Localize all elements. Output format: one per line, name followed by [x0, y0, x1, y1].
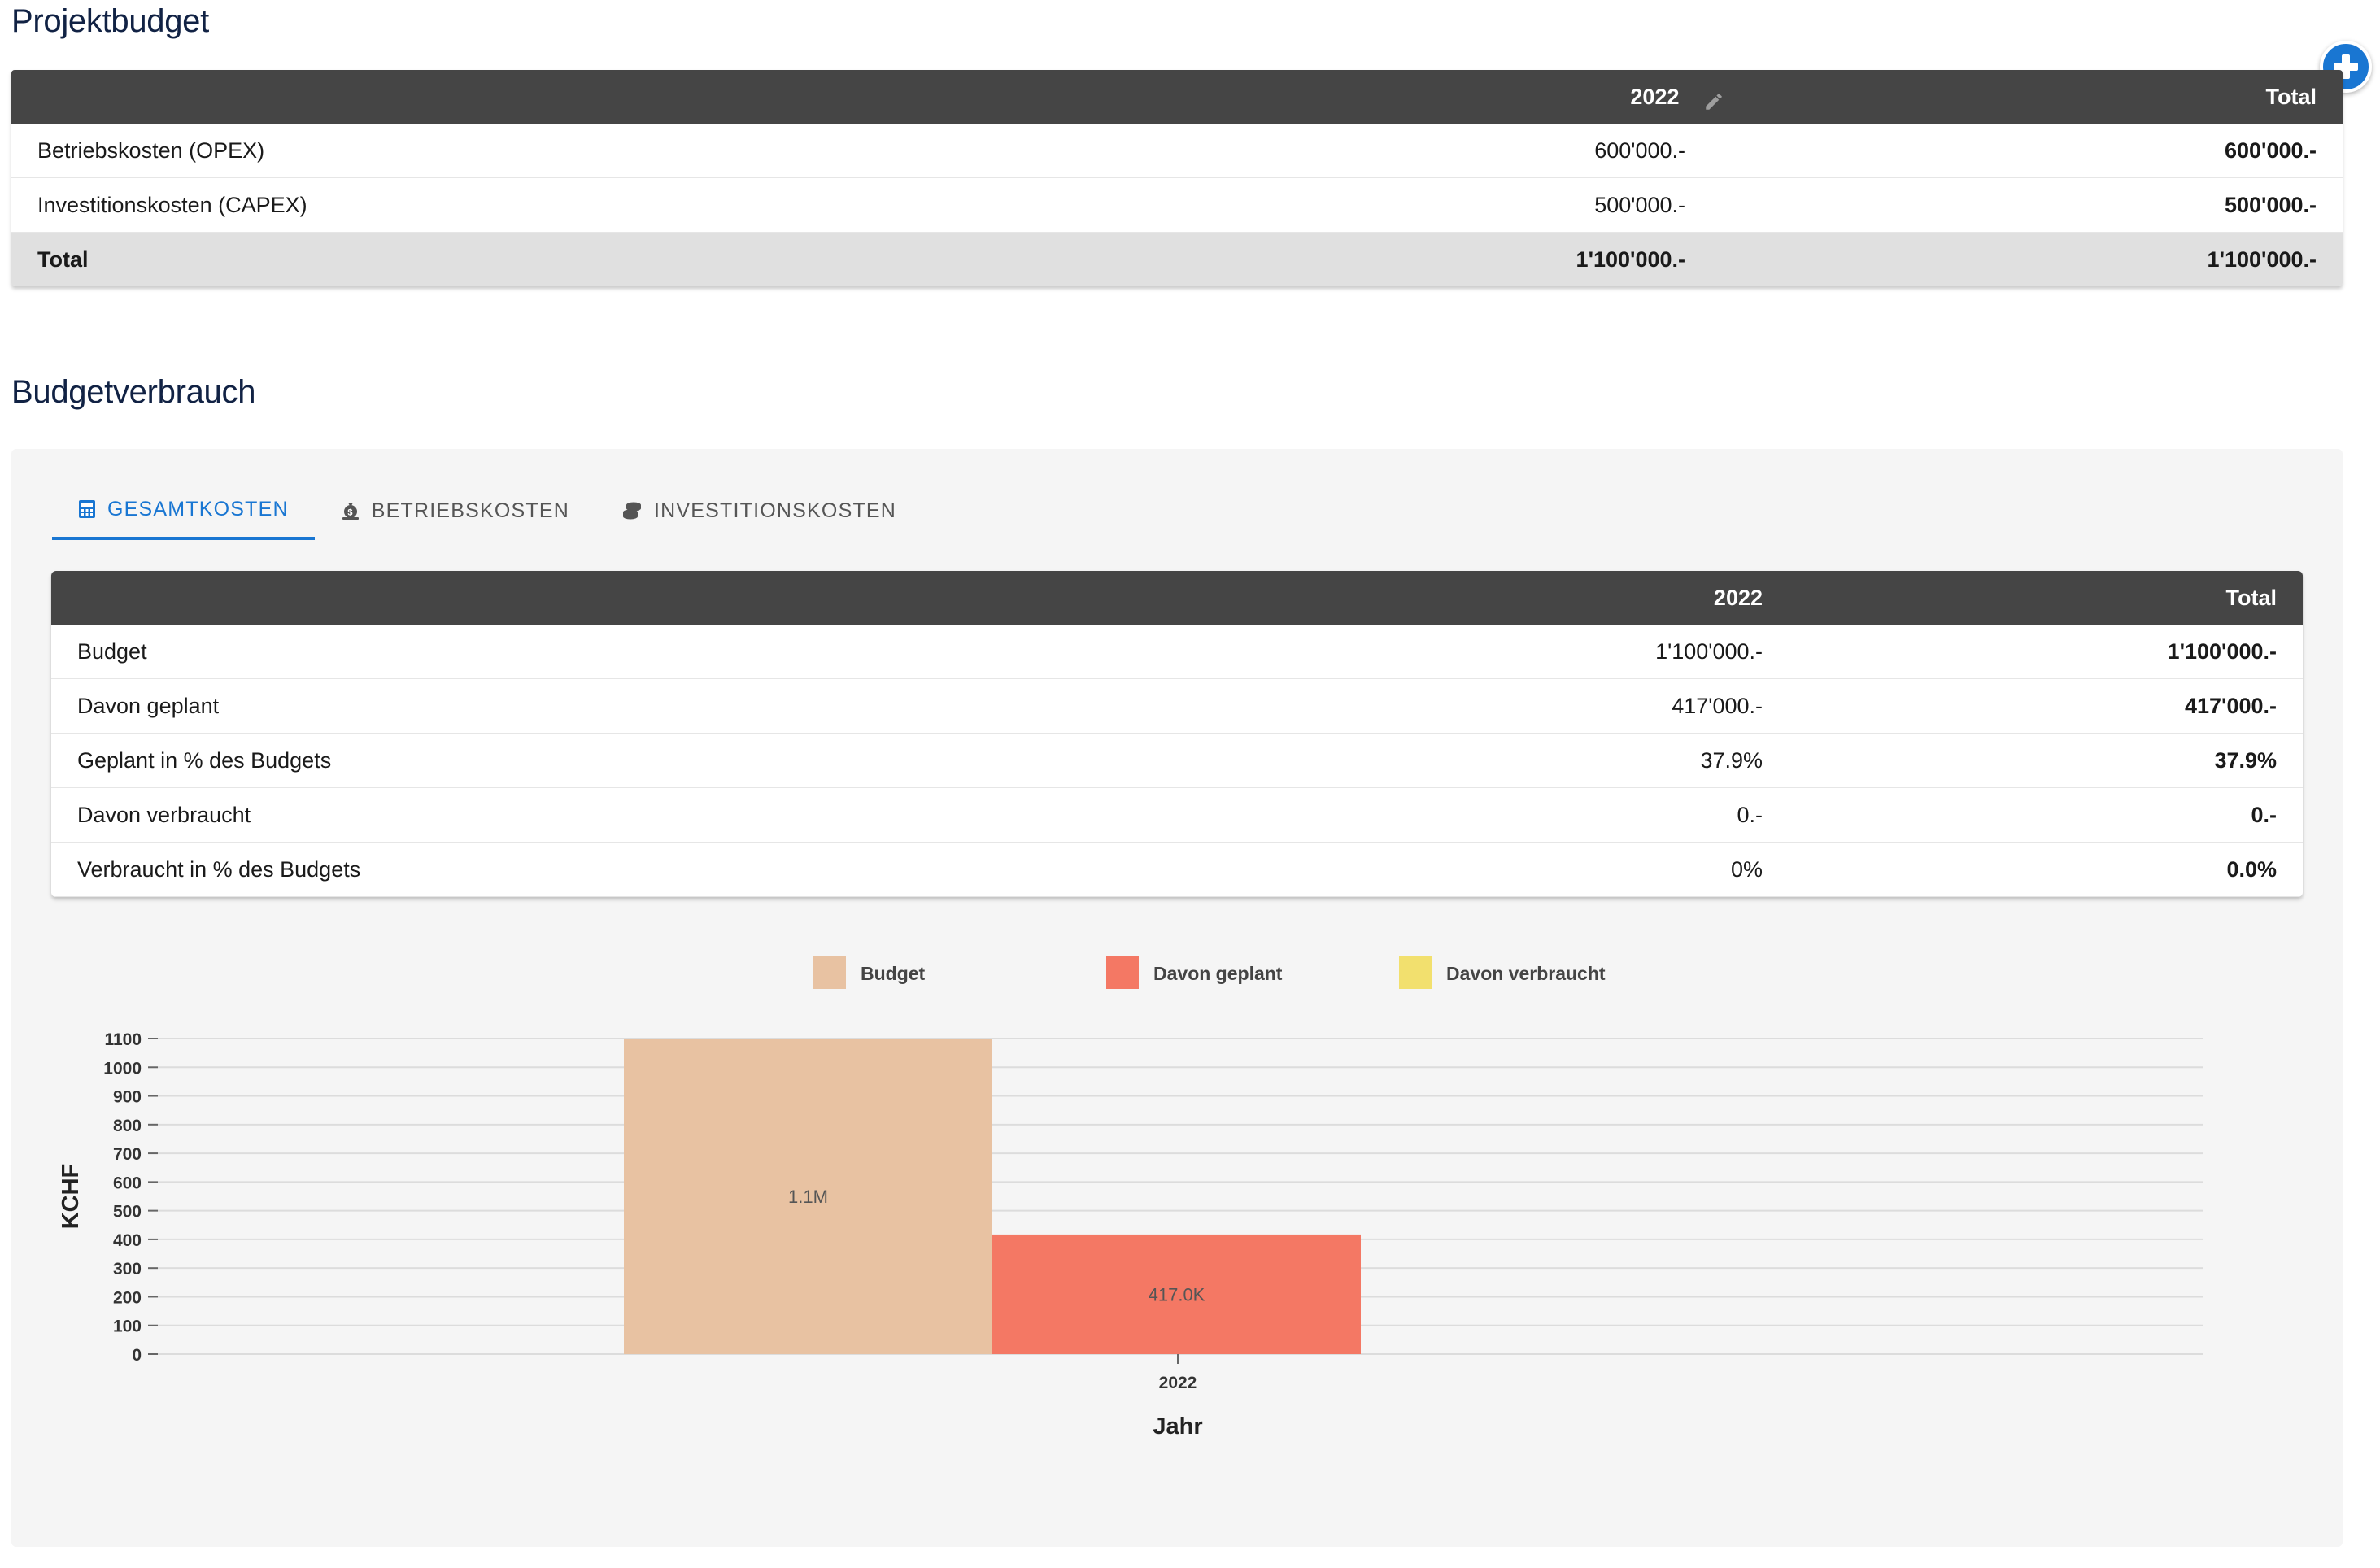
- table-total-row: Total 1'100'000.- 1'100'000.-: [11, 232, 2343, 286]
- x-axis-label: Jahr: [1153, 1413, 1202, 1440]
- table-row: Verbraucht in % des Budgets 0% 0.0%: [51, 842, 2303, 897]
- budgetverbrauch-table: 2022 Total Budget 1'100'000.- 1'100'000.…: [51, 571, 2303, 897]
- pencil-icon: [1706, 93, 1722, 110]
- legend-label: Budget: [861, 963, 926, 984]
- bar-davon-geplant: [992, 1234, 1361, 1354]
- row-year-value: 600'000.-: [1077, 124, 1711, 178]
- page-title-projektbudget: Projektbudget: [11, 3, 209, 39]
- row-total-value: 1'100'000.-: [1789, 625, 2303, 679]
- table-row: Davon geplant 417'000.- 417'000.-: [51, 678, 2303, 734]
- y-tick-label: 1000: [103, 1059, 142, 1078]
- header-label: [11, 70, 1077, 124]
- header-year-label: 2022: [1630, 84, 1680, 109]
- legend-label: Davon verbraucht: [1446, 963, 1606, 984]
- total-total-value: 1'100'000.-: [1711, 232, 2343, 286]
- y-tick-label: 300: [113, 1260, 142, 1278]
- header-label: [51, 571, 1117, 625]
- legend-swatch: [813, 956, 846, 989]
- row-year-value: 0%: [1117, 842, 1789, 897]
- bar-budget: [624, 1039, 992, 1354]
- table-row: Budget 1'100'000.- 1'100'000.-: [51, 625, 2303, 679]
- y-tick-label: 400: [113, 1231, 142, 1250]
- row-label: Budget: [51, 625, 1117, 679]
- row-total-value: 0.0%: [1789, 842, 2303, 897]
- y-tick-label: 0: [132, 1346, 142, 1365]
- coins-icon: [623, 502, 642, 520]
- tab-label: GESAMTKOSTEN: [107, 497, 289, 520]
- row-label: Investitionskosten (CAPEX): [11, 177, 1077, 233]
- y-axis-label: KCHF: [58, 1164, 84, 1230]
- tab-bar: GESAMTKOSTEN $ BETRIEBSKOSTEN INVESTITIO…: [52, 481, 922, 540]
- total-label: Total: [11, 232, 1077, 286]
- tab-gesamtkosten[interactable]: GESAMTKOSTEN: [52, 481, 315, 540]
- y-tick-label: 100: [113, 1318, 142, 1336]
- legend-swatch: [1106, 956, 1139, 989]
- row-year-value: 0.-: [1117, 787, 1789, 843]
- row-label: Verbraucht in % des Budgets: [51, 842, 1117, 897]
- row-total-value: 500'000.-: [1711, 177, 2343, 233]
- bar-data-label: 1.1M: [788, 1187, 828, 1207]
- budgetverbrauch-card: GESAMTKOSTEN $ BETRIEBSKOSTEN INVESTITIO…: [11, 449, 2343, 1547]
- money-bag-icon: $: [342, 503, 359, 520]
- tab-betriebskosten[interactable]: $ BETRIEBSKOSTEN: [315, 481, 595, 540]
- total-year-value: 1'100'000.-: [1077, 232, 1711, 286]
- row-label: Betriebskosten (OPEX): [11, 124, 1077, 178]
- header-total: Total: [1789, 571, 2303, 625]
- row-total-value: 0.-: [1789, 787, 2303, 843]
- y-tick-label: 900: [113, 1088, 142, 1107]
- table-header-row: 2022 Total: [51, 571, 2303, 625]
- tab-label: INVESTITIONSKOSTEN: [654, 499, 897, 522]
- row-year-value: 417'000.-: [1117, 678, 1789, 734]
- y-tick-label: 600: [113, 1174, 142, 1192]
- projektbudget-table: 2022 Total Betriebskosten (OPEX) 600'000…: [11, 70, 2343, 286]
- row-total-value: 417'000.-: [1789, 678, 2303, 734]
- calculator-icon: [79, 500, 95, 518]
- tab-label: BETRIEBSKOSTEN: [371, 499, 570, 522]
- legend-label: Davon geplant: [1153, 963, 1283, 984]
- plus-icon: [2334, 54, 2358, 79]
- y-tick-label: 1100: [104, 1030, 142, 1049]
- y-tick-label: 800: [113, 1117, 142, 1135]
- row-year-value: 500'000.-: [1077, 177, 1711, 233]
- row-year-value: 1'100'000.-: [1117, 625, 1789, 679]
- header-year: 2022: [1117, 571, 1789, 625]
- row-label: Davon geplant: [51, 678, 1117, 734]
- svg-text:$: $: [347, 508, 353, 518]
- tab-investitionskosten[interactable]: INVESTITIONSKOSTEN: [595, 481, 922, 540]
- row-total-value: 600'000.-: [1711, 124, 2343, 178]
- x-tick-label: 2022: [1159, 1374, 1197, 1392]
- header-total: Total: [1711, 70, 2343, 124]
- row-total-value: 37.9%: [1789, 733, 2303, 788]
- y-tick-label: 500: [113, 1203, 142, 1222]
- row-label: Geplant in % des Budgets: [51, 733, 1117, 788]
- table-row: Geplant in % des Budgets 37.9% 37.9%: [51, 733, 2303, 788]
- bar-data-label: 417.0K: [1149, 1284, 1205, 1304]
- table-row: Davon verbraucht 0.- 0.-: [51, 787, 2303, 843]
- table-row: Investitionskosten (CAPEX) 500'000.- 500…: [11, 177, 2343, 233]
- row-year-value: 37.9%: [1117, 733, 1789, 788]
- y-tick-label: 700: [113, 1145, 142, 1164]
- table-row: Betriebskosten (OPEX) 600'000.- 600'000.…: [11, 124, 2343, 178]
- header-year: 2022: [1077, 70, 1722, 124]
- row-label: Davon verbraucht: [51, 787, 1117, 843]
- section-title-budgetverbrauch: Budgetverbrauch: [11, 374, 256, 410]
- table-header-row: 2022 Total: [11, 70, 2343, 124]
- legend-swatch: [1399, 956, 1432, 989]
- budget-chart: Budget Davon geplant Davon verbraucht 0 100 2…: [58, 956, 2203, 1440]
- y-tick-label: 200: [113, 1288, 142, 1307]
